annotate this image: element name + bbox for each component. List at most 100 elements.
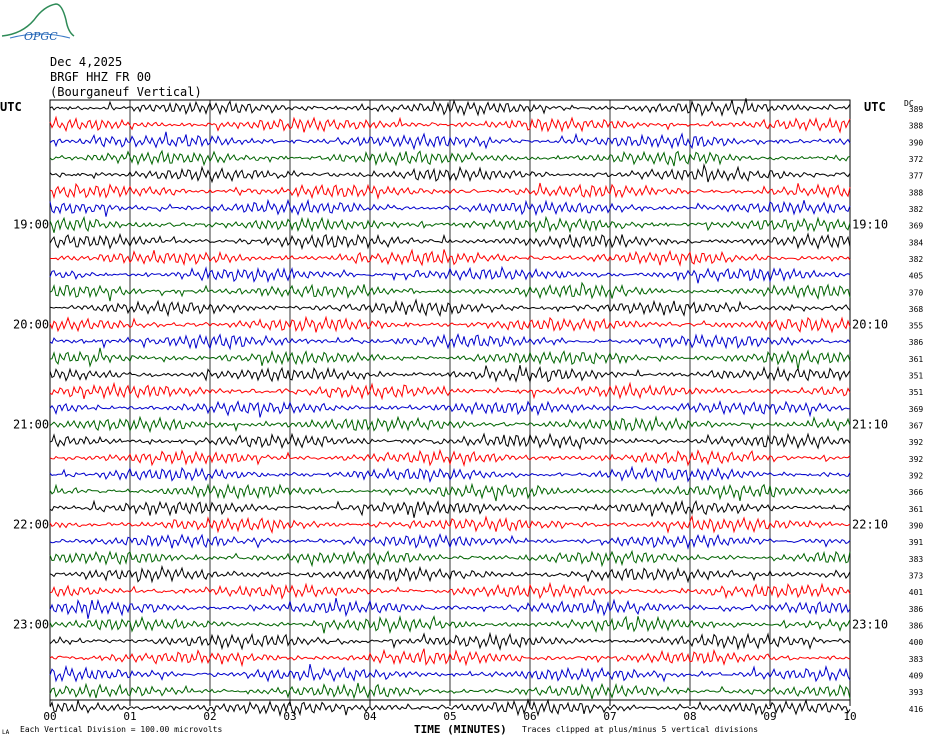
seismic-trace (49, 98, 851, 117)
seismic-trace (49, 399, 851, 418)
seismic-trace (49, 448, 851, 468)
seismic-trace (49, 432, 851, 451)
dc-offset-label: 377 (909, 172, 924, 181)
x-tick-label: 06 (523, 710, 536, 723)
dc-offset-label: 405 (909, 272, 924, 281)
seismic-trace (49, 281, 851, 302)
seismic-trace (49, 648, 851, 668)
dc-offset-label: 409 (909, 671, 924, 680)
seismic-trace (49, 163, 851, 184)
dc-offset-label: 372 (909, 155, 924, 164)
right-hour-label: 19:10 (852, 218, 888, 232)
dc-offset-label: 386 (909, 605, 924, 614)
seismic-trace (49, 381, 851, 401)
x-tick-label: 09 (763, 710, 776, 723)
dc-offset-label: 373 (909, 571, 924, 580)
seismic-trace (49, 149, 851, 167)
dc-offset-label: 366 (909, 488, 924, 497)
dc-offset-label: 392 (909, 455, 924, 464)
seismic-trace (49, 265, 851, 284)
dc-offset-label: 401 (909, 588, 924, 597)
dc-offset-label: 383 (909, 655, 924, 664)
x-tick-label: 02 (203, 710, 216, 723)
footer-scale-note: Each Vertical Division = 100.00 microvol… (20, 725, 222, 734)
opgc-logo: OPGC (0, 0, 80, 46)
dc-offset-label: 351 (909, 372, 924, 381)
dc-offset-label: 382 (909, 205, 924, 214)
left-hour-label: 23:00 (13, 617, 49, 631)
seismic-trace (49, 115, 851, 134)
dc-offset-label: 389 (909, 105, 924, 114)
dc-offset-label: 390 (909, 522, 924, 531)
seismic-trace (49, 198, 851, 217)
dc-offset-label: 386 (909, 338, 924, 347)
footer-clip-note: Traces clipped at plus/minus 5 vertical … (522, 725, 758, 734)
seismic-trace (49, 549, 851, 568)
dc-offset-label: 391 (909, 538, 924, 547)
left-hour-label: 19:00 (13, 218, 49, 232)
left-hour-label: 21:00 (13, 418, 49, 432)
dc-offset-label: 386 (909, 621, 924, 630)
x-tick-label: 05 (443, 710, 456, 723)
x-tick-label: 03 (283, 710, 296, 723)
seismic-trace (49, 581, 851, 600)
location-label: (Bourganeuf Vertical) (50, 85, 202, 99)
seismic-trace (49, 465, 851, 483)
seismic-trace (49, 482, 851, 502)
dc-offset-label: 392 (909, 472, 924, 481)
dc-offset-label: 355 (909, 322, 924, 331)
seismic-trace (49, 682, 851, 700)
x-tick-label: 04 (363, 710, 377, 723)
date-label: Dec 4,2025 (50, 55, 123, 69)
x-tick-label: 07 (603, 710, 616, 723)
seismic-trace (49, 215, 851, 234)
seismic-trace (49, 532, 851, 550)
logo-text: OPGC (24, 30, 58, 42)
dc-offset-label: 416 (909, 705, 924, 714)
x-axis-title: TIME (MINUTES) (414, 723, 507, 736)
right-hour-label: 22:10 (852, 518, 888, 532)
left-hour-label: 20:00 (13, 318, 49, 332)
dc-offset-label: 370 (909, 288, 924, 297)
right-utc-title: UTC (864, 100, 886, 114)
dc-offset-label: 392 (909, 438, 924, 447)
dc-offset-label: 388 (909, 122, 924, 131)
dc-offset-label: 383 (909, 555, 924, 564)
seismic-trace (49, 415, 851, 434)
seismic-trace (49, 615, 851, 634)
seismic-trace (49, 232, 851, 251)
seismic-trace (50, 248, 851, 267)
seismic-trace (49, 298, 851, 318)
x-tick-label: 10 (843, 710, 856, 723)
dc-offset-label: 382 (909, 255, 924, 264)
right-hour-label: 21:10 (852, 418, 888, 432)
seismic-trace (49, 514, 851, 535)
seismic-trace (49, 564, 851, 584)
dc-offset-label: 369 (909, 222, 924, 231)
dc-offset-label: 369 (909, 405, 924, 414)
dc-offset-label: 361 (909, 505, 924, 514)
dc-offset-label: 390 (909, 138, 924, 147)
dc-offset-label: 368 (909, 305, 924, 314)
dc-header: DC (904, 99, 914, 108)
dc-offset-label: 351 (909, 388, 924, 397)
x-tick-label: 00 (43, 710, 56, 723)
left-utc-title: UTC (0, 100, 22, 114)
left-hour-label: 22:00 (13, 518, 49, 532)
station-label: BRGF HHZ FR 00 (50, 70, 152, 84)
seismic-trace (49, 333, 851, 351)
dc-offset-label: 393 (909, 688, 924, 697)
seismic-trace (49, 131, 851, 151)
seismic-trace (49, 597, 851, 619)
seismic-trace (49, 347, 851, 370)
seismic-trace (49, 499, 851, 518)
dc-offset-label: 388 (909, 188, 924, 197)
dc-offset-label: 400 (909, 638, 924, 647)
right-hour-label: 20:10 (852, 318, 888, 332)
corner-mark: LA (2, 729, 10, 736)
dc-offset-label: 361 (909, 355, 924, 364)
seismic-trace (49, 182, 851, 200)
seismic-trace (49, 698, 851, 717)
seismic-trace (49, 631, 851, 651)
